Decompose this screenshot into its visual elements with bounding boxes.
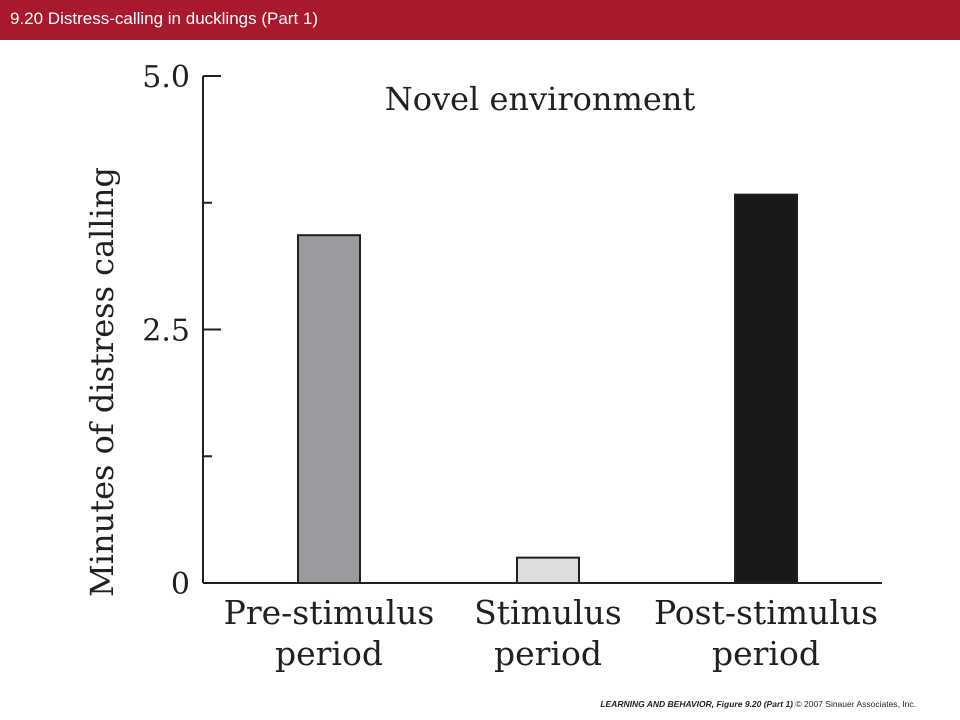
x-tick-label: Stimulus: [474, 593, 622, 632]
y-tick-label: 0: [171, 567, 190, 602]
credit-book-title: LEARNING AND BEHAVIOR,: [600, 699, 715, 709]
bar: [297, 234, 361, 584]
slide-title: 9.20 Distress-calling in ducklings (Part…: [10, 9, 319, 28]
x-tick-label: Post-stimulus: [654, 593, 878, 632]
x-tick-label: period: [712, 634, 820, 673]
chart-labels: 02.55.0Pre-stimulusperiodStimulusperiodP…: [83, 60, 878, 673]
figure-credit: LEARNING AND BEHAVIOR, Figure 9.20 (Part…: [600, 699, 916, 709]
x-tick-label: period: [275, 634, 383, 673]
header-bar: 9.20 Distress-calling in ducklings (Part…: [0, 0, 960, 40]
x-tick-label: period: [494, 634, 602, 673]
y-tick-label: 2.5: [142, 314, 190, 349]
chart-title: Novel environment: [385, 80, 696, 118]
bar: [734, 193, 798, 584]
credit-copyright: © 2007 Sinauer Associates, Inc.: [793, 699, 916, 709]
y-tick-label: 5.0: [142, 60, 190, 95]
bar: [516, 556, 580, 585]
chart-bars: [297, 193, 798, 585]
y-axis-label: Minutes of distress calling: [83, 167, 121, 597]
x-tick-label: Pre-stimulus: [224, 593, 435, 632]
credit-figure: Figure 9.20 (Part 1): [714, 699, 794, 709]
